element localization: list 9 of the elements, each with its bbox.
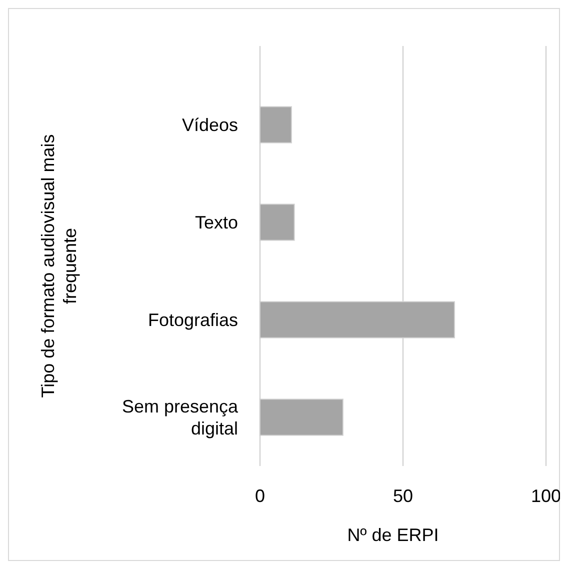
y-axis-title: Tipo de formato audiovisual mais frequente xyxy=(38,134,80,398)
x-axis-title: Nº de ERPI xyxy=(347,525,439,545)
y-tick-label: Sem presença digital xyxy=(122,396,239,438)
x-tick-label: 50 xyxy=(392,486,414,506)
y-tick-label: Texto xyxy=(194,212,238,232)
x-tick-label: 0 xyxy=(254,486,266,506)
y-tick-label: Vídeos xyxy=(182,114,238,135)
x-tick-label: 100 xyxy=(530,486,562,506)
y-tick-label: Fotografias xyxy=(148,310,238,330)
